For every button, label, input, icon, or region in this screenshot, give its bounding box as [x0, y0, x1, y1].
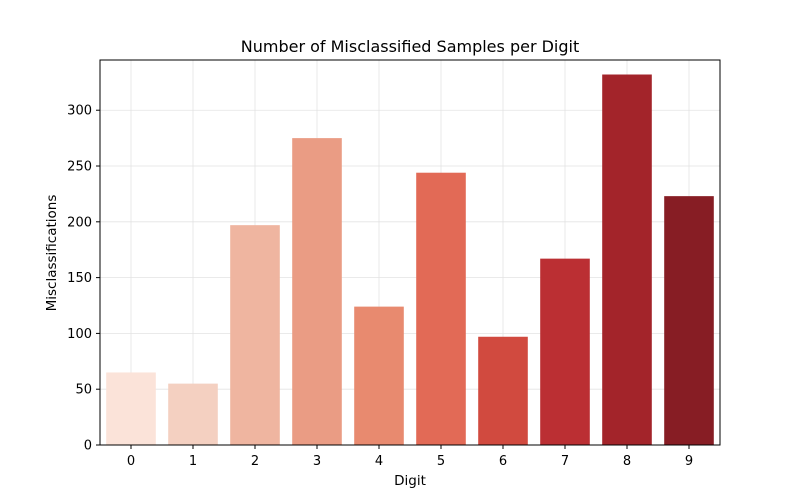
y-axis-ticks: 0 50 100 150 200 250 300: [67, 104, 100, 454]
bar-digit-4: [354, 306, 404, 445]
bar-digit-8: [602, 74, 652, 445]
y-tick-label: 150: [67, 271, 92, 286]
x-axis-ticks: 0 1 2 3 4 5 6 7 8 9: [127, 445, 693, 469]
y-tick-label: 300: [67, 104, 92, 119]
x-tick-label: 7: [561, 454, 569, 469]
bar-digit-3: [292, 138, 342, 445]
y-tick-label: 50: [75, 383, 92, 398]
bar-digit-1: [168, 383, 218, 445]
bar-digit-5: [416, 172, 466, 445]
bars: [106, 74, 714, 445]
x-tick-label: 1: [189, 454, 197, 469]
x-tick-label: 6: [499, 454, 507, 469]
y-tick-label: 250: [67, 160, 92, 175]
y-tick-label: 200: [67, 215, 92, 230]
x-tick-label: 8: [623, 454, 631, 469]
plot-frame: [99, 59, 721, 446]
bar-digit-7: [540, 258, 590, 445]
x-axis-label: Digit: [394, 473, 426, 489]
x-tick-label: 2: [251, 454, 259, 469]
bar-digit-2: [230, 225, 280, 445]
bar-digit-9: [664, 196, 714, 445]
y-axis-label: Misclassifications: [44, 195, 60, 312]
y-tick-label: 0: [84, 439, 92, 454]
y-tick-label: 100: [67, 327, 92, 342]
bar-digit-0: [106, 372, 156, 445]
axes-frame: [99, 59, 721, 446]
x-tick-label: 9: [685, 454, 693, 469]
x-tick-label: 3: [313, 454, 321, 469]
chart-title: Number of Misclassified Samples per Digi…: [241, 37, 580, 56]
bar-digit-6: [478, 336, 528, 445]
x-tick-label: 0: [127, 454, 135, 469]
x-tick-label: 4: [375, 454, 383, 469]
x-tick-label: 5: [437, 454, 445, 469]
